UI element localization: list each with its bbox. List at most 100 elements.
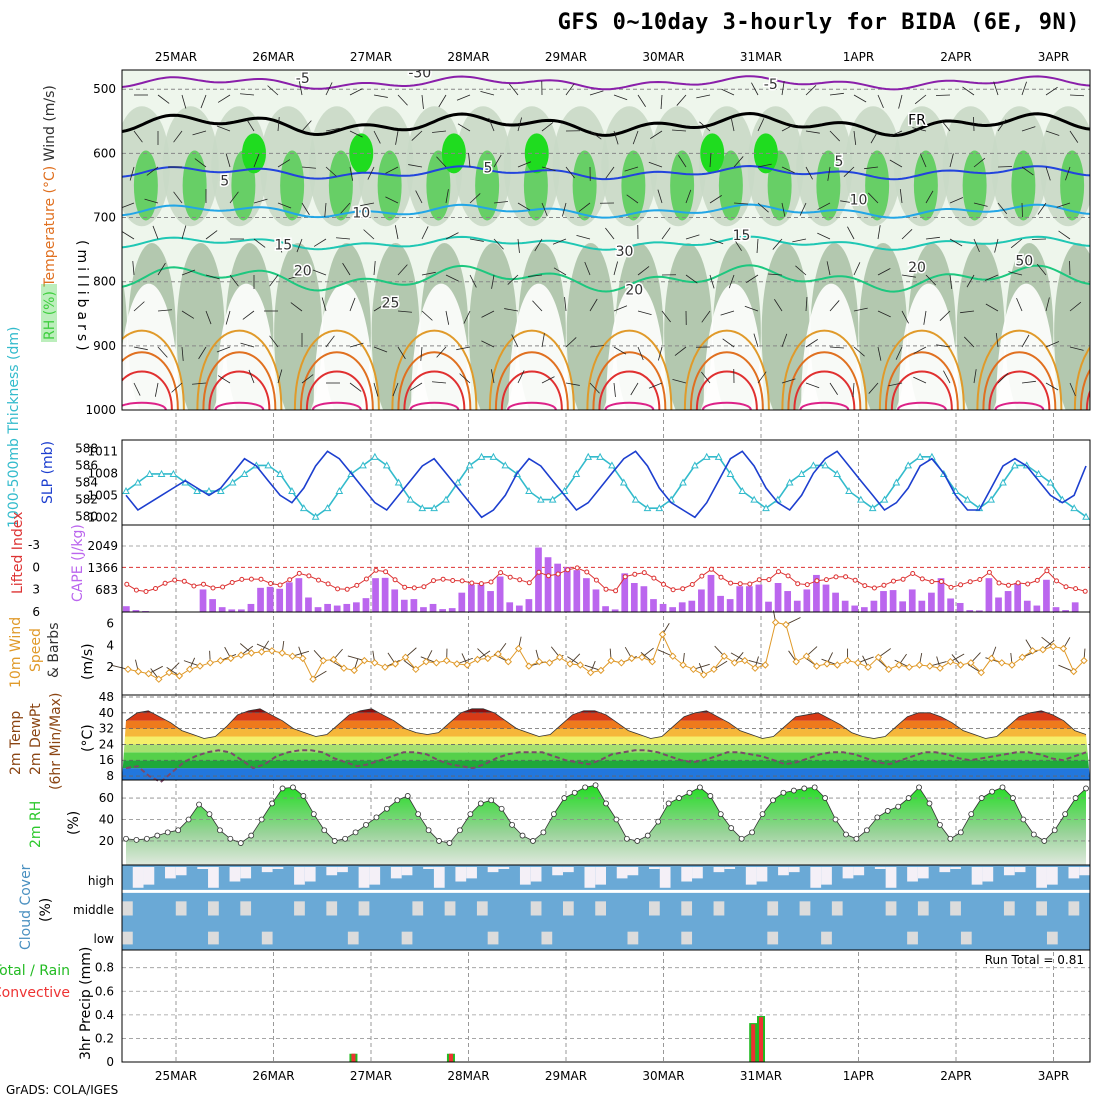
rh2m-unit-text: (%) xyxy=(66,811,82,835)
cloud-gap-high xyxy=(1003,867,1015,876)
wind-barb xyxy=(133,301,145,312)
li-point xyxy=(517,577,523,583)
wind-barb xyxy=(1045,130,1060,136)
pressure-tick: 900 xyxy=(93,339,116,353)
thickness-point xyxy=(288,487,296,495)
wind10-point xyxy=(165,668,173,677)
li-point xyxy=(871,585,877,591)
rh2m-point xyxy=(644,832,651,839)
wind-barb xyxy=(648,382,663,389)
thickness-line xyxy=(125,455,1087,518)
rh2m-point xyxy=(1083,785,1089,792)
wind-barb xyxy=(613,346,627,355)
cloud-gap-high xyxy=(326,867,338,876)
cape-bar xyxy=(1052,607,1060,612)
isotherm-35 xyxy=(500,370,563,410)
rh2m-point xyxy=(780,789,787,796)
rh2m-point xyxy=(498,805,505,812)
wind-barb xyxy=(792,238,807,243)
rh2m-point xyxy=(978,795,985,801)
cloud-gap-high xyxy=(788,867,800,873)
wind-barb xyxy=(216,346,231,353)
wind-barb xyxy=(868,382,879,394)
rh2m-point xyxy=(185,816,192,823)
wind-barb xyxy=(657,346,663,361)
li-point xyxy=(670,587,676,593)
isotherm-label: 20 xyxy=(294,263,312,279)
wind10-ylabel-text: 10m Wind xyxy=(8,617,24,688)
cloud-gap-middle xyxy=(649,901,660,916)
li-tick: 6 xyxy=(32,605,40,619)
wind-barb xyxy=(781,333,788,348)
cloud-gap-high xyxy=(692,867,703,879)
cloud-gap-high xyxy=(304,867,316,882)
cape-tick: 1366 xyxy=(87,561,118,575)
li-point xyxy=(900,576,906,582)
rh2m-point xyxy=(352,829,359,836)
wind-barb xyxy=(409,382,423,391)
wind-barb xyxy=(421,94,424,109)
wind-barb xyxy=(805,297,808,312)
rh2m-point xyxy=(832,816,839,823)
cape-bar xyxy=(889,590,897,612)
thickness-point xyxy=(821,461,830,469)
rh-shading xyxy=(133,150,158,221)
wind-barb xyxy=(781,202,786,217)
wind10-point xyxy=(391,660,400,668)
li-point xyxy=(498,570,504,576)
wind10-point xyxy=(401,653,410,662)
thickness-point xyxy=(525,487,533,495)
li-point xyxy=(708,566,714,572)
rh2m-point xyxy=(404,793,411,799)
li-point xyxy=(316,577,321,583)
wind-barb xyxy=(949,238,963,247)
cape-bar xyxy=(736,586,744,612)
wind-barb xyxy=(613,130,619,145)
li-point xyxy=(766,577,772,583)
rh2m-point xyxy=(425,827,432,834)
cape-bar xyxy=(630,583,638,612)
slp-tick: 1005 xyxy=(87,488,118,502)
isotherm-30 xyxy=(202,351,277,410)
li-point xyxy=(258,576,264,582)
wind-barb xyxy=(817,202,831,210)
temp-tick: 24 xyxy=(99,737,114,751)
li-point xyxy=(862,583,868,589)
cloud-gap-high xyxy=(1079,867,1090,876)
cloud-gap-high xyxy=(821,867,832,885)
wind-barb xyxy=(1069,94,1085,97)
rh2m-point xyxy=(676,795,682,801)
thickness-point xyxy=(691,461,699,469)
isotherm-40 xyxy=(1093,403,1100,410)
wind-barb xyxy=(751,82,759,96)
wind-barb xyxy=(613,382,616,397)
wind10-point xyxy=(545,659,554,667)
thickness-point xyxy=(477,452,486,460)
wind10-point xyxy=(206,659,214,667)
li-point xyxy=(1015,580,1021,586)
rh2m-point xyxy=(905,795,912,801)
wind-barb xyxy=(805,130,820,134)
rh2m-point xyxy=(853,835,860,842)
thickness-tick: 588 xyxy=(75,441,98,455)
isotherm-25 xyxy=(488,329,575,410)
wind-barb xyxy=(853,346,865,357)
rh-shading xyxy=(328,150,353,221)
li-point xyxy=(536,569,542,575)
wind-barb xyxy=(756,238,759,253)
cape-bar xyxy=(1043,579,1050,612)
rh2m-point xyxy=(321,827,328,834)
isotherm-40 xyxy=(994,401,1045,410)
wind-barb xyxy=(373,303,387,312)
cloud-gap-high xyxy=(595,867,606,885)
cape-bar xyxy=(793,600,801,612)
rh2m-point xyxy=(446,840,453,846)
cloud-gap-low xyxy=(907,931,918,945)
wind10-point xyxy=(946,657,955,666)
thickness-point xyxy=(560,487,569,495)
wind-barb xyxy=(843,166,855,178)
cape-bar xyxy=(755,584,763,612)
wind-barb xyxy=(325,127,340,132)
cape-bar xyxy=(515,605,523,612)
wind-barb xyxy=(517,238,520,253)
